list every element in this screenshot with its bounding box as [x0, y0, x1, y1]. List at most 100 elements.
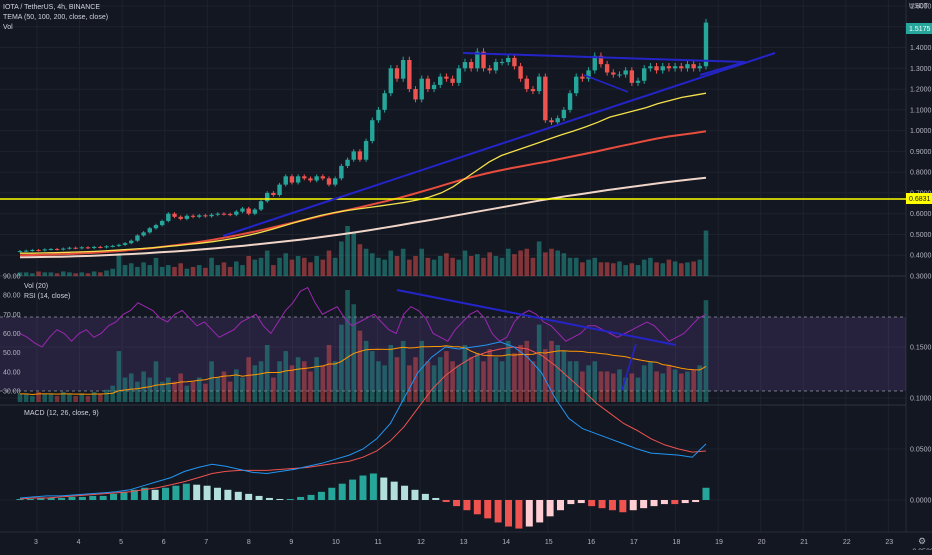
- rsi-panel-volume-bar: [104, 389, 109, 402]
- candle-body: [147, 228, 152, 233]
- candle-body: [586, 70, 591, 79]
- volume-bar: [42, 272, 48, 276]
- rsi-tick-label: 80.00: [3, 293, 21, 300]
- rsi-divergence-line[interactable]: [396, 289, 677, 346]
- vol20-legend[interactable]: Vol (20): [24, 283, 48, 290]
- short-trendline[interactable]: [583, 74, 629, 93]
- symbol-title[interactable]: IOTA / TetherUS, 4h, BINANCE: [3, 4, 100, 11]
- macd-histogram-bar: [401, 485, 409, 500]
- rsi-panel-volume-bar: [462, 344, 468, 402]
- time-tick-label: 19: [715, 539, 723, 546]
- rsi-panel-volume-bar: [135, 381, 140, 402]
- candle-body: [660, 66, 665, 71]
- macd-histogram-bar: [110, 493, 118, 500]
- time-axis[interactable]: 3 4 5 6 7 8 9 10 11 12 13 14 15 16 17 18 19 20 21 22 23: [34, 539, 893, 546]
- rsi-panel-volume-bar: [567, 361, 573, 402]
- candle-body: [635, 80, 641, 83]
- price-tick-label: 0.3000: [910, 274, 932, 281]
- candle-body: [413, 89, 418, 100]
- macd-histogram-bar: [453, 500, 461, 507]
- candle-body: [295, 176, 301, 183]
- volume-bar: [407, 259, 412, 276]
- macd-histogram-bar: [37, 497, 45, 500]
- volume-bar: [332, 257, 338, 276]
- price-tick-label: 0.6000: [910, 211, 932, 218]
- volume-bars: [17, 226, 709, 276]
- candle-body: [450, 78, 455, 83]
- candle-body: [611, 72, 616, 75]
- macd-histogram-bar: [265, 497, 273, 500]
- ascending-trendline[interactable]: [222, 52, 776, 237]
- candle-body: [672, 66, 678, 69]
- volume-bar: [314, 256, 319, 276]
- volume-bar: [475, 254, 480, 276]
- settings-gear-icon[interactable]: ⚙: [918, 536, 926, 546]
- trendlines[interactable]: [222, 52, 776, 391]
- volume-bar: [301, 257, 307, 276]
- volume-bar: [598, 262, 604, 276]
- volume-bar: [326, 250, 332, 276]
- macd-histogram-bar: [307, 494, 315, 500]
- rsi-panel-volume-bar: [549, 340, 554, 402]
- candle-body: [23, 250, 29, 252]
- candlesticks[interactable]: [17, 18, 709, 253]
- macd-tick-label: 0.0000: [910, 498, 932, 505]
- rsi-panel-volume-bar: [413, 357, 418, 402]
- rsi-panel-volume-bar: [17, 393, 23, 402]
- macd-histogram-bar: [380, 477, 388, 500]
- candle-body: [561, 109, 567, 119]
- tema-legend[interactable]: TEMA (50, 100, 200, close, close): [3, 14, 108, 21]
- rsi-panel-volume-bar: [648, 361, 653, 402]
- time-tick-label: 8: [247, 539, 251, 546]
- rsi-panel-volume-bar: [400, 340, 406, 402]
- rsi-panel-volume-bar: [388, 344, 394, 402]
- volume-bar: [264, 250, 270, 276]
- rsi-legend[interactable]: RSI (14, close): [24, 293, 70, 300]
- rsi-panel-volume-bar: [48, 393, 54, 402]
- price-tick-label: 0.9000: [910, 149, 932, 156]
- rsi-panel-volume-bar: [580, 371, 585, 402]
- macd-legend[interactable]: MACD (12, 26, close, 9): [24, 410, 99, 417]
- candle-body: [339, 165, 344, 179]
- last-price-value: 1.5175: [909, 26, 931, 33]
- rsi-panel-volume-bar: [172, 381, 177, 402]
- macd-histogram-bar: [297, 496, 305, 500]
- rsi-panel-volume-bar: [598, 371, 604, 402]
- volume-bar: [73, 273, 78, 276]
- candle-body: [48, 249, 54, 250]
- rsi-panel-volume-bar: [641, 365, 647, 402]
- rsi-panel-volume-bar: [543, 349, 548, 402]
- candle-body: [697, 66, 703, 69]
- volume-bar: [17, 272, 23, 276]
- macd-histogram-bar: [556, 500, 564, 511]
- vol-legend[interactable]: Vol: [3, 24, 13, 31]
- rsi-breakout-line[interactable]: [621, 343, 637, 391]
- rsi-panel-volume-bar: [530, 361, 536, 402]
- macd-histogram-bar: [141, 487, 149, 500]
- rsi-panel-volume-bar: [456, 365, 462, 402]
- macd-histogram-bar: [536, 500, 544, 523]
- macd-histogram-bar: [390, 481, 398, 500]
- triangle-right-line[interactable]: [699, 61, 746, 76]
- rsi-panel-volume-bar: [301, 361, 307, 402]
- volume-bar: [648, 257, 653, 276]
- candle-body: [512, 57, 517, 67]
- time-tick-label: 5: [119, 539, 123, 546]
- candle-body: [666, 66, 672, 69]
- triangle-top-line[interactable]: [462, 52, 746, 63]
- macd-indicator: [16, 341, 710, 529]
- macd-histogram-bar: [162, 487, 170, 500]
- price-tick-label: 1.2000: [910, 87, 932, 94]
- candle-body: [135, 235, 140, 241]
- candle-body: [326, 178, 332, 185]
- candle-body: [394, 68, 400, 79]
- rsi-panel-volume-bar: [190, 381, 196, 402]
- rsi-panel-volume-bar: [499, 361, 505, 402]
- candle-body: [172, 213, 177, 217]
- candle-body: [654, 66, 659, 71]
- volume-bar: [23, 272, 29, 276]
- rsi-panel-volume-bar: [425, 361, 431, 402]
- candle-body: [221, 213, 227, 215]
